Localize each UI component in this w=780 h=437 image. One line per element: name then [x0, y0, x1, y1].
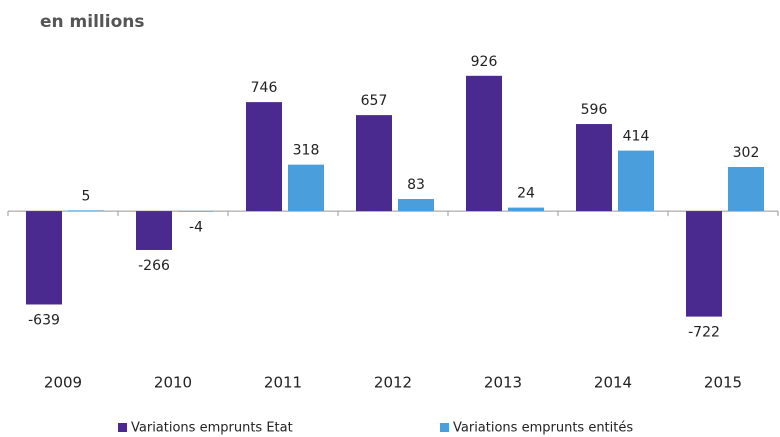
x-tick-label: 2009 — [44, 374, 82, 392]
x-tick-label: 2015 — [704, 374, 742, 392]
legend-label: Variations emprunts Etat — [131, 421, 293, 436]
x-tick-label: 2010 — [154, 374, 192, 392]
bar — [466, 75, 502, 212]
data-label: -722 — [688, 325, 720, 341]
bar — [136, 211, 172, 250]
bar — [26, 211, 62, 305]
bar — [508, 207, 544, 212]
legend-swatch — [118, 423, 127, 432]
data-label: 83 — [407, 177, 425, 193]
data-label: 596 — [581, 102, 608, 118]
bar — [728, 166, 764, 212]
bar — [576, 124, 612, 212]
data-label: -4 — [189, 220, 203, 236]
bar — [618, 150, 654, 212]
data-label: 5 — [82, 188, 91, 204]
x-tick-label: 2013 — [484, 374, 522, 392]
data-label: 302 — [733, 145, 760, 161]
data-label: 318 — [293, 143, 320, 159]
bar — [398, 198, 434, 212]
data-label: 24 — [517, 186, 535, 202]
bar — [246, 102, 282, 212]
data-label: 414 — [623, 129, 650, 145]
bar — [68, 210, 104, 212]
data-label: 657 — [361, 93, 388, 109]
bar — [356, 115, 392, 212]
x-tick-label: 2012 — [374, 374, 412, 392]
data-label: -266 — [138, 258, 170, 274]
chart-title: en millions — [40, 12, 144, 32]
x-tick-label: 2014 — [594, 374, 632, 392]
data-label: 746 — [251, 80, 278, 96]
data-label: 926 — [471, 54, 498, 70]
bar — [288, 164, 324, 212]
x-tick-label: 2011 — [264, 374, 302, 392]
legend-swatch — [440, 423, 449, 432]
bar — [178, 211, 214, 212]
data-label: -639 — [28, 312, 60, 328]
legend-label: Variations emprunts entités — [453, 421, 633, 436]
bar — [686, 211, 722, 317]
